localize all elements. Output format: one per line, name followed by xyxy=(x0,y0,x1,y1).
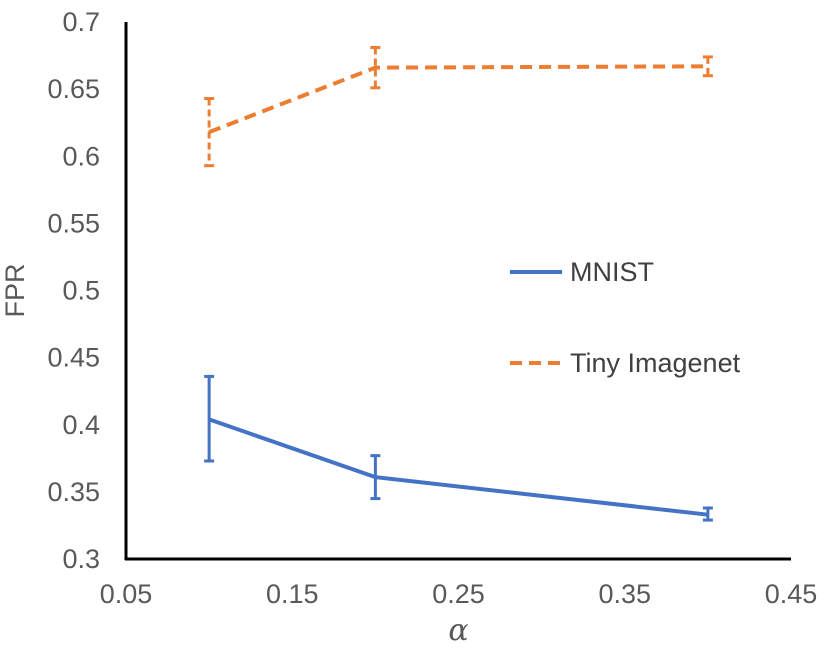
y-tick-label: 0.3 xyxy=(62,544,100,574)
legend-label: Tiny Imagenet xyxy=(570,348,741,378)
y-tick-label: 0.65 xyxy=(47,74,100,104)
y-tick-label: 0.35 xyxy=(47,477,100,507)
x-axis-title: α xyxy=(448,613,468,648)
y-tick-label: 0.4 xyxy=(62,410,100,440)
x-tick-label: 0.05 xyxy=(100,579,153,609)
x-tick-label: 0.25 xyxy=(432,579,485,609)
axes-layer: 0.3 0.35 0.4 0.45 0.5 0.55 0.6 0.65 0.7 0.05 0.15 0… xyxy=(0,7,817,648)
legend: MNIST Tiny Imagenet xyxy=(510,257,741,378)
x-tick-label: 0.35 xyxy=(598,579,651,609)
y-axis-title: FPR xyxy=(0,264,30,318)
series-line xyxy=(208,417,709,517)
y-tick-label: 0.7 xyxy=(62,7,100,37)
series-layer xyxy=(204,46,713,522)
y-tick-label: 0.5 xyxy=(62,276,100,306)
y-tick-label: 0.6 xyxy=(62,141,100,171)
series-mnist xyxy=(204,374,713,522)
legend-label: MNIST xyxy=(570,257,654,287)
x-tick-label: 0.45 xyxy=(765,579,818,609)
x-tick-label: 0.15 xyxy=(266,579,319,609)
y-tick-label: 0.45 xyxy=(47,343,100,373)
y-tick-label: 0.55 xyxy=(47,208,100,238)
series-tiny-imagenet xyxy=(204,46,713,168)
series-line xyxy=(208,64,708,134)
